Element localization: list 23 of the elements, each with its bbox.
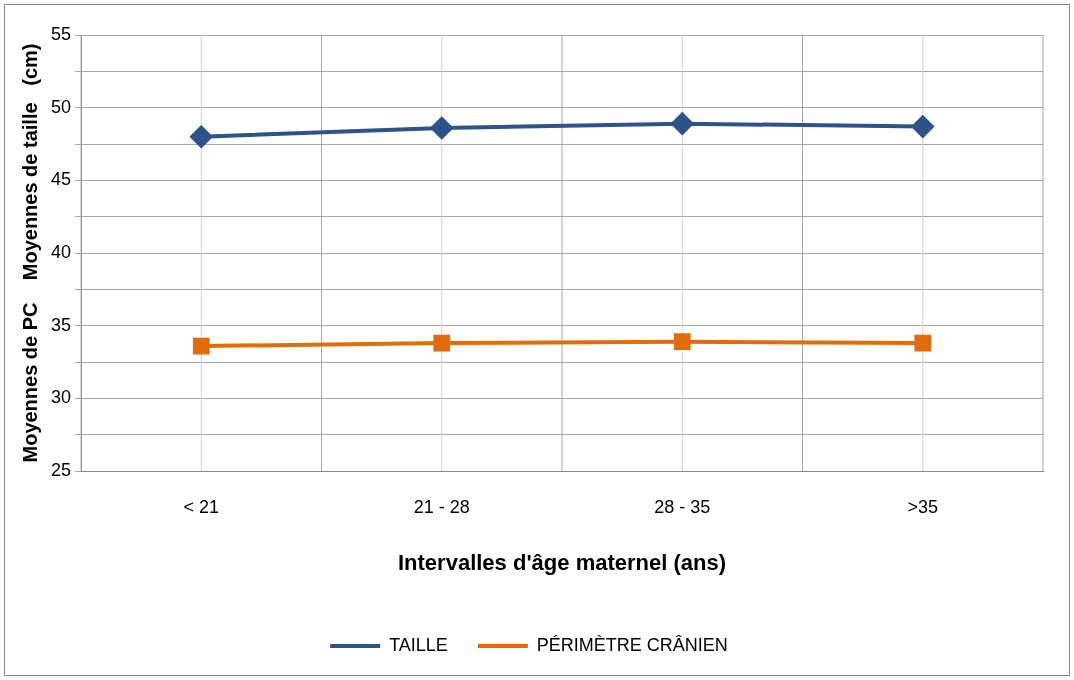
point [911,115,934,138]
x-tick-label: >35 [907,496,939,517]
x-tick-label: < 21 [183,496,220,517]
point [671,112,694,135]
y-tick-label: 45 [50,169,72,190]
y-tick-label: 25 [50,459,72,480]
point [190,125,213,148]
point [673,333,691,351]
point [914,334,932,352]
y-tick-label: 30 [50,387,72,408]
y-tick-label: 50 [50,96,72,117]
x-tick-label: 21 - 28 [413,496,470,517]
y-tick-label: 55 [50,23,72,44]
legend-label: PÉRIMÈTRE CRÂNIEN [536,634,728,655]
y-tick-label: 40 [50,241,72,262]
y-axis-title: Moyennes de PC Moyennes de taille (cm) [18,43,41,463]
point [433,334,451,352]
x-tick-label: 28 - 35 [654,496,711,517]
y-tick-label: 35 [50,314,72,335]
x-axis-title: Intervalles d'âge maternel (ans) [398,549,727,575]
point [192,337,210,355]
point [430,117,453,140]
legend-label: TAILLE [389,634,448,655]
